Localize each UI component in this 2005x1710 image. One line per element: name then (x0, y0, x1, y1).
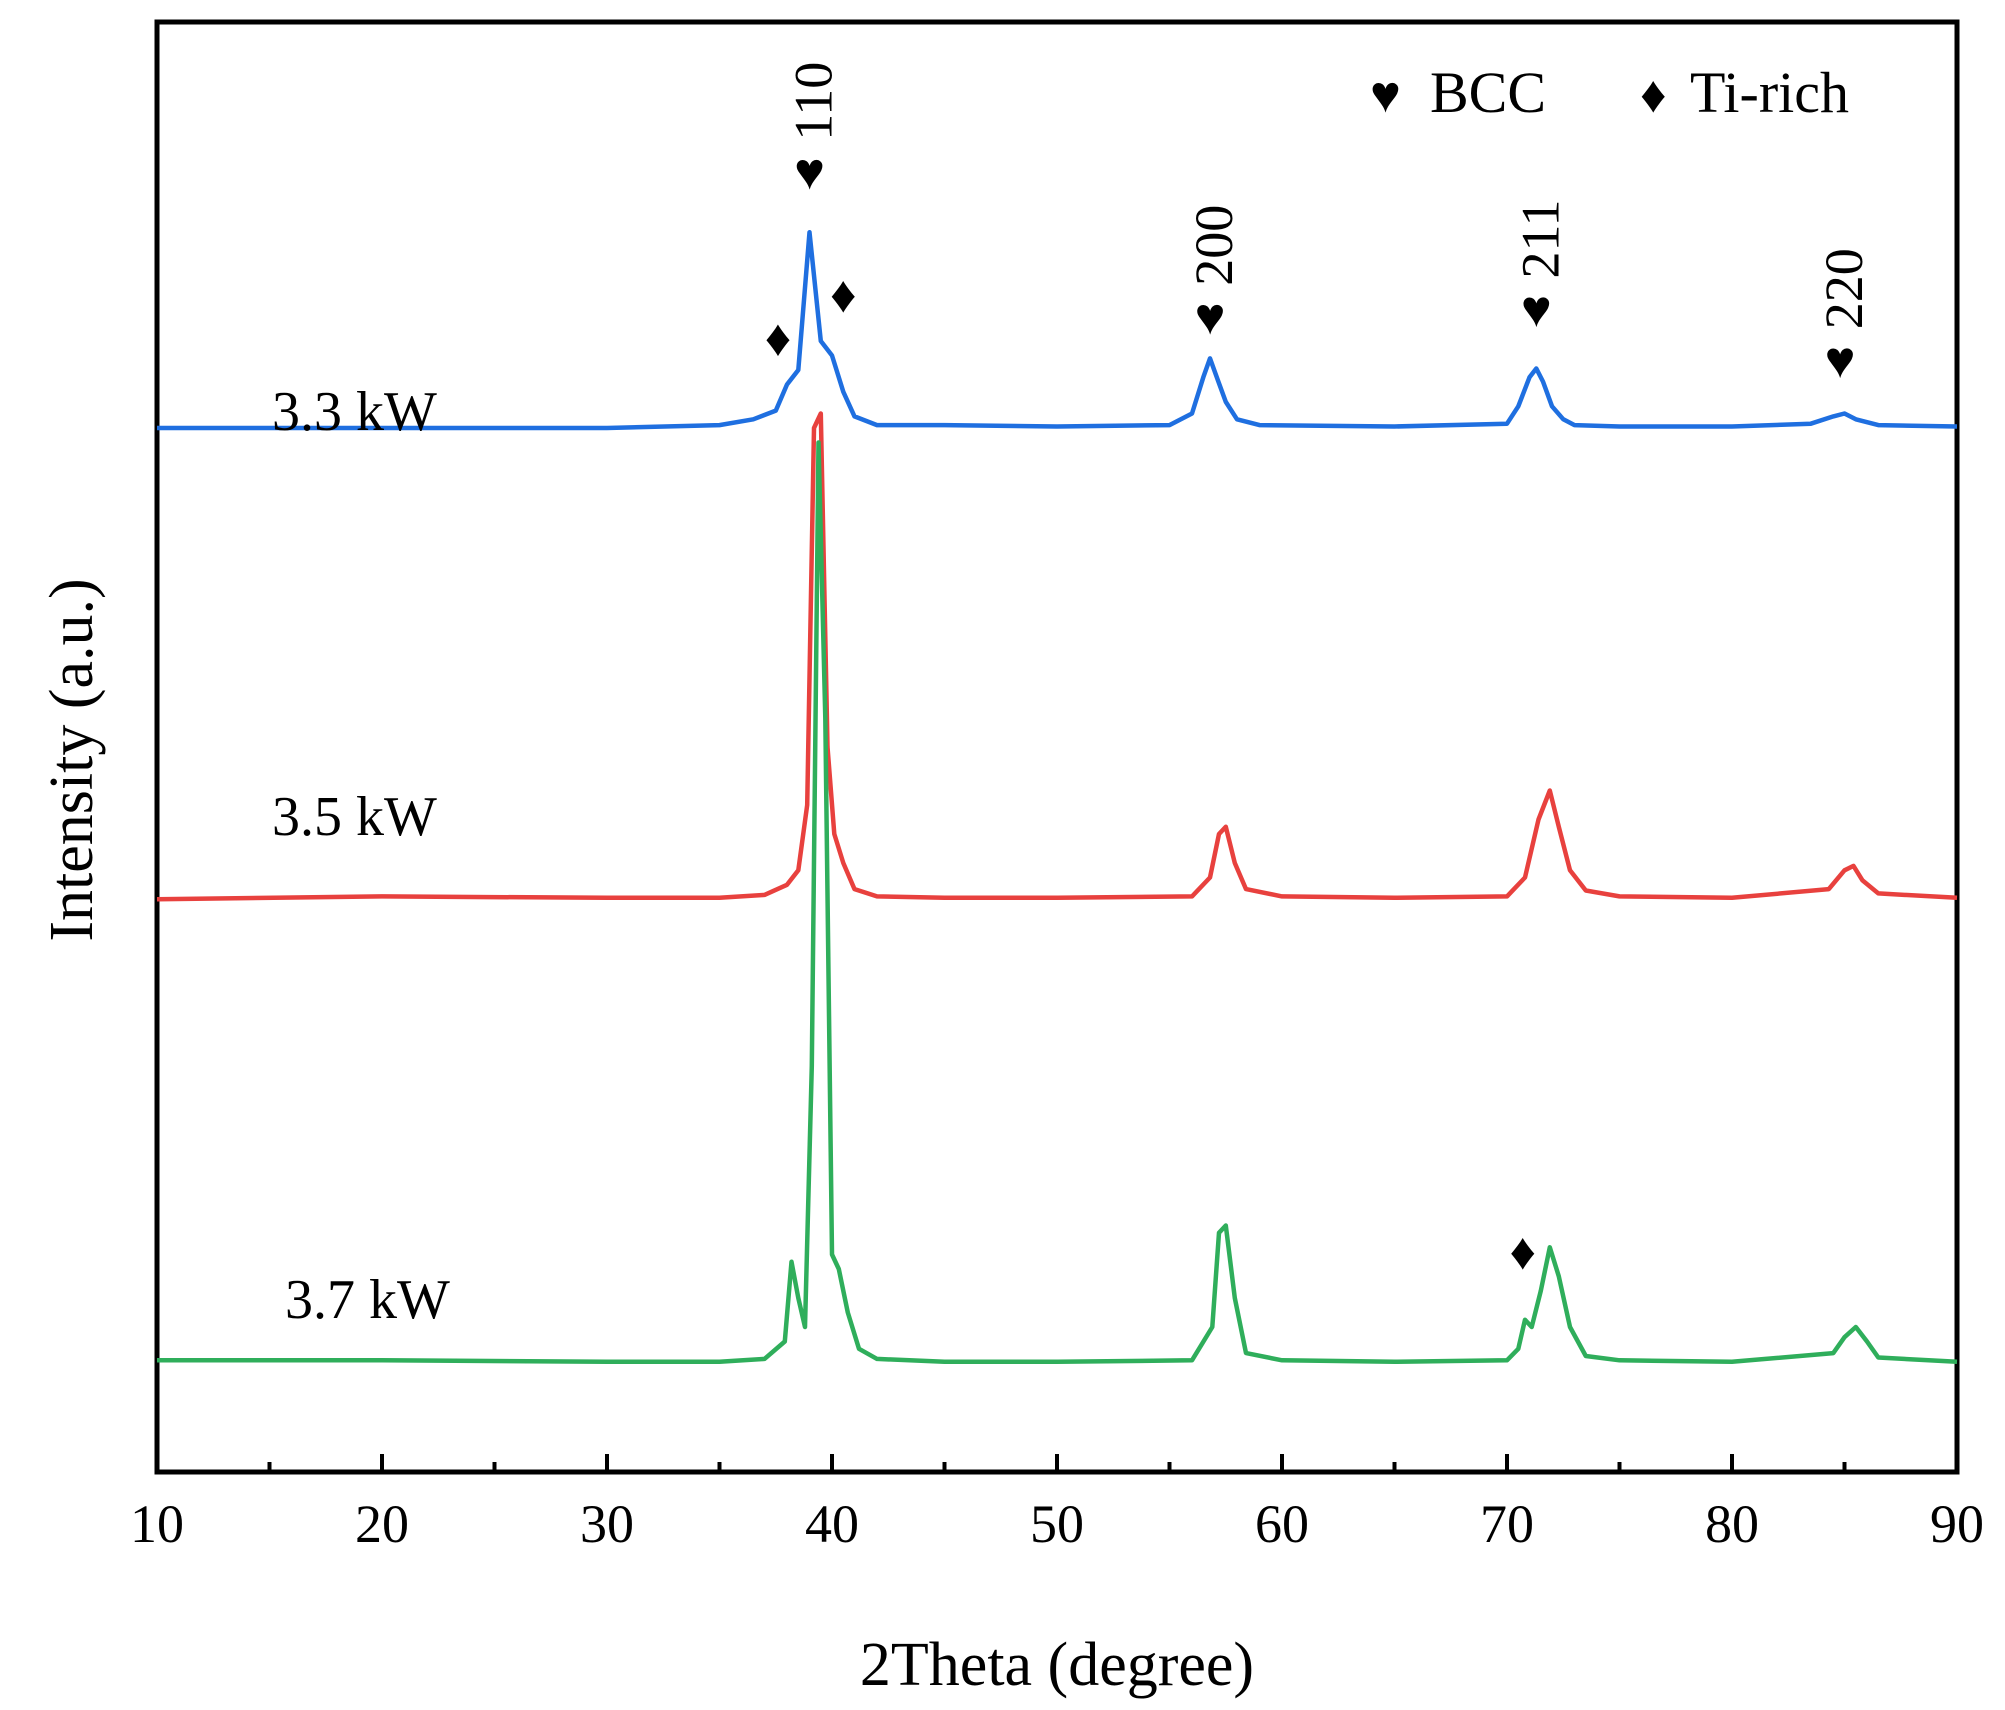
x-tick-label: 20 (355, 1494, 409, 1554)
plot-frame (154, 19, 1960, 1475)
legend-ti-rich-label: Ti-rich (1690, 60, 1849, 125)
bcc-peak-icon: ♥ (1825, 332, 1856, 389)
legend-bcc-icon: ♥ (1370, 67, 1401, 124)
series-line (156, 411, 1958, 902)
x-tick-label: 30 (580, 1494, 634, 1554)
x-tick-label: 50 (1030, 1494, 1084, 1554)
peak-index-label: 211 (1510, 200, 1570, 279)
x-tick-label: 70 (1480, 1494, 1534, 1554)
x-tick-label: 80 (1705, 1494, 1759, 1554)
ti-rich-peak-icon: ♦ (830, 267, 857, 324)
legend-ti-rich-icon: ♦ (1640, 67, 1667, 124)
peak-index-label: 110 (784, 62, 844, 141)
x-tick-label: 40 (805, 1494, 859, 1554)
legend: ♥ BCC ♦ Ti-rich (1370, 60, 1849, 125)
peak-annotations: ♥110♦♦ ♥200♥211♥220♦ (765, 62, 1874, 1281)
series-group (156, 230, 1958, 1365)
x-tick-label: 10 (130, 1494, 184, 1554)
ti-rich-peak-icon: ♦ (765, 311, 792, 368)
series-label-3-5kw: 3.5 kW (272, 786, 437, 848)
peak-index-label: 200 (1184, 205, 1244, 286)
series-line (157, 440, 1958, 1365)
bcc-peak-icon: ♥ (794, 144, 825, 201)
x-axis-label: 2Theta (degree) (860, 1631, 1254, 1699)
series-line (157, 230, 1958, 431)
peak-index-label: 220 (1814, 248, 1874, 329)
bcc-peak-icon: ♥ (1521, 282, 1552, 339)
y-axis-label: Intensity (a.u.) (38, 578, 106, 941)
series-label-3-7kw: 3.7 kW (285, 1269, 450, 1331)
series-label-3-3kw: 3.3 kW (272, 381, 437, 443)
bcc-peak-icon: ♥ (1195, 289, 1226, 346)
x-tick-label: 60 (1255, 1494, 1309, 1554)
ti-rich-peak-icon: ♦ (1509, 1224, 1536, 1281)
x-axis-ticks: 10 20 30 40 50 60 70 80 90 (130, 1454, 1984, 1554)
x-tick-label: 90 (1930, 1494, 1984, 1554)
legend-bcc-label: BCC (1430, 60, 1546, 125)
